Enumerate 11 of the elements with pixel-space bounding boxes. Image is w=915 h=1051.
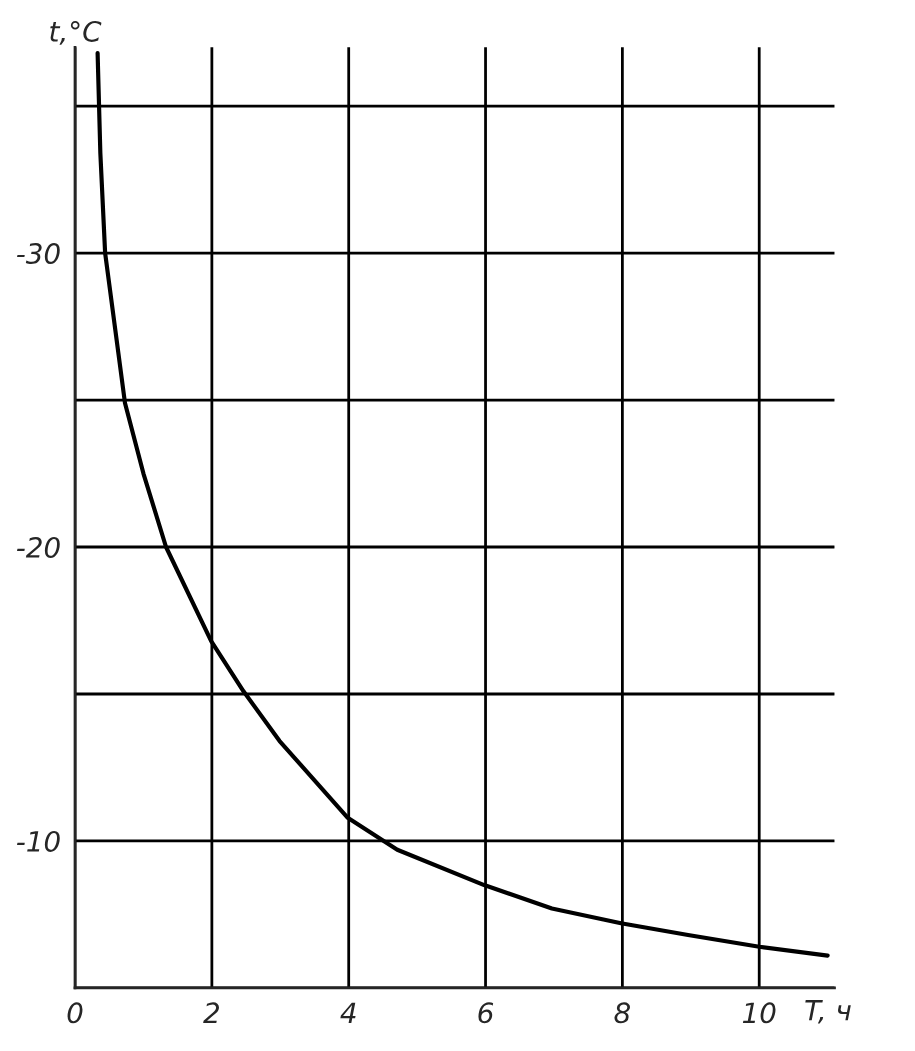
x-tick-label: 0 (67, 1002, 83, 1024)
x-tick-label: 6 (478, 1002, 494, 1024)
x-tick-label: 2 (203, 1002, 219, 1023)
x-tick-label: 8 (614, 1002, 631, 1024)
y-tick-label: -30 (17, 243, 60, 265)
y-tick-label: -20 (17, 536, 60, 558)
y-tick-label: -10 (17, 830, 60, 852)
x-axis-title: T, ч (805, 1000, 851, 1024)
x-tick-label: 10 (742, 1002, 776, 1024)
x-tick-label: 4 (340, 1002, 356, 1023)
y-axis-title: t,°C (50, 20, 102, 45)
